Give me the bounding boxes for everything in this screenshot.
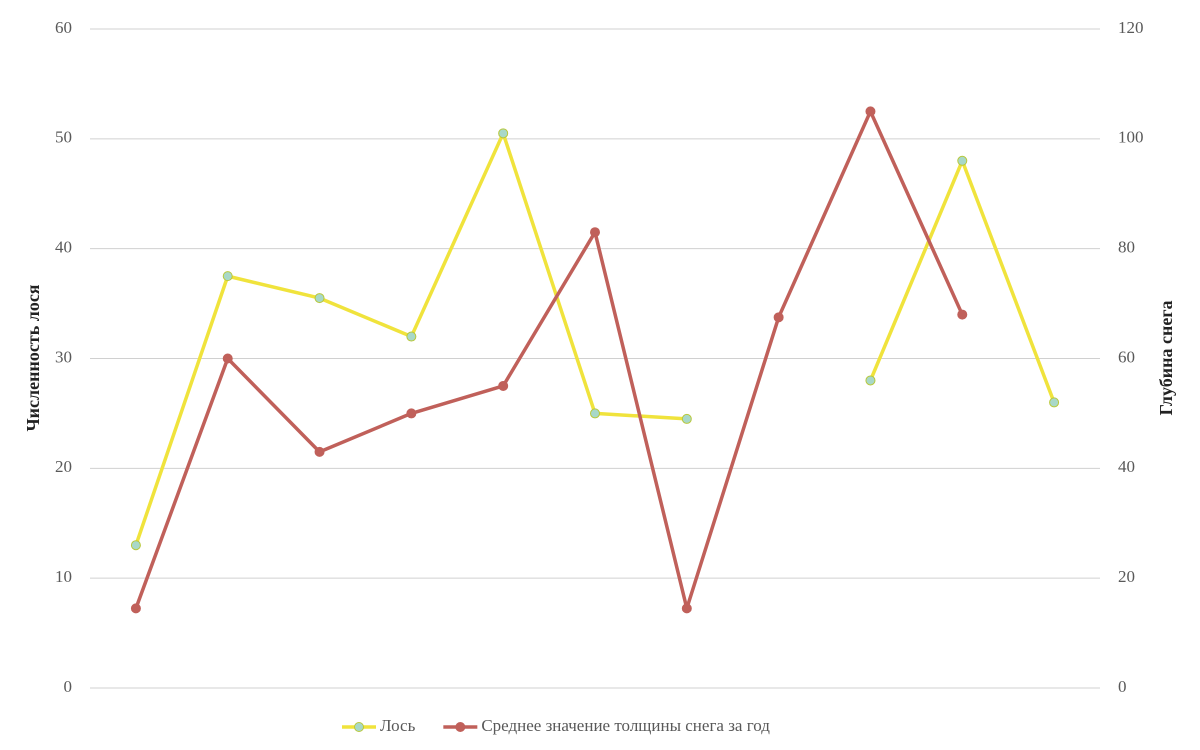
y-tick-label: 60 — [55, 18, 72, 37]
y2-axis-title: Глубина снега — [1156, 300, 1176, 415]
data-point — [865, 375, 876, 386]
data-point — [222, 271, 233, 282]
data-point — [957, 309, 968, 320]
y-tick-label: 20 — [55, 457, 72, 476]
data-point — [957, 155, 968, 166]
legend-label: Лось — [380, 716, 416, 735]
y2-tick-label: 80 — [1118, 238, 1135, 257]
data-point — [1049, 397, 1060, 408]
data-point — [865, 106, 876, 117]
data-point — [314, 293, 325, 304]
data-point — [130, 540, 141, 551]
y2-tick-label: 60 — [1118, 347, 1135, 366]
data-point — [498, 380, 509, 391]
y-axis-title: Численность лося — [23, 284, 43, 431]
y2-tick-label: 120 — [1118, 18, 1144, 37]
y-tick-label: 10 — [55, 567, 72, 586]
data-point — [130, 603, 141, 614]
legend: Лось Среднее значение толщины снега за го… — [342, 716, 770, 735]
data-point — [773, 312, 784, 323]
data-point — [681, 603, 692, 614]
legend-marker — [455, 722, 466, 732]
data-point — [314, 446, 325, 457]
y-tick-label: 40 — [55, 238, 72, 257]
data-point — [406, 331, 417, 342]
y2-tick-label: 100 — [1118, 128, 1144, 147]
data-point — [498, 128, 509, 139]
y2-tick-label: 0 — [1118, 677, 1127, 696]
data-point — [590, 227, 600, 238]
data-point — [590, 408, 600, 419]
y2-tick-label: 20 — [1118, 567, 1135, 586]
series-line — [134, 131, 1056, 546]
data-point — [681, 413, 692, 424]
series-line — [134, 109, 964, 611]
data-point — [222, 353, 233, 364]
legend-marker — [354, 722, 364, 732]
legend-label: Среднее значение толщины снега за год — [481, 716, 770, 735]
y2-tick-label: 40 — [1118, 457, 1135, 476]
y-tick-label: 0 — [64, 677, 73, 696]
y-tick-label: 30 — [55, 347, 72, 366]
y-tick-label: 50 — [55, 128, 72, 147]
data-point — [406, 408, 417, 419]
